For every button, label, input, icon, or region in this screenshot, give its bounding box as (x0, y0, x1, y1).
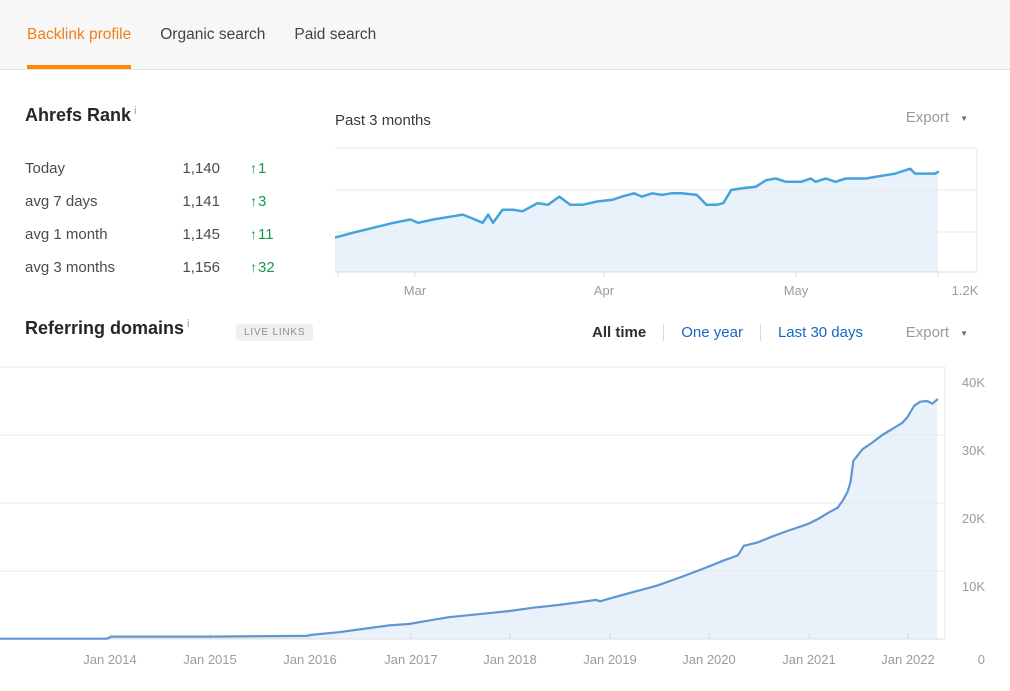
rank-delta-value: 32 (258, 259, 275, 276)
export-rank-button[interactable]: Export ▼ (906, 109, 968, 126)
filter-all-time[interactable]: All time (592, 324, 647, 341)
rank-row-label: avg 7 days (25, 193, 98, 210)
rank-chart-plot[interactable] (335, 145, 985, 280)
rank-row-label: Today (25, 160, 66, 177)
tab-bar: Backlink profile Organic search Paid sea… (0, 0, 1010, 70)
referring-domains-title-text: Referring domains (25, 318, 185, 338)
info-icon[interactable]: i (187, 318, 190, 330)
referring-domains-chart: 40K 30K 20K 10K Jan 2014 Jan 2015 Jan 20… (0, 365, 1010, 685)
live-links-badge: LIVE LINKS (236, 324, 314, 341)
ahrefs-rank-table: Today 1,140 ↑1 avg 7 days 1,141 ↑3 avg 1… (25, 152, 325, 284)
tab-organic-search[interactable]: Organic search (160, 25, 266, 43)
tab-backlink-profile[interactable]: Backlink profile (27, 0, 132, 69)
up-arrow-icon: ↑ (250, 259, 257, 275)
y-tick-label: 30K (961, 443, 985, 458)
ahrefs-rank-title-text: Ahrefs Rank (25, 105, 132, 125)
chevron-down-icon: ▼ (960, 114, 968, 123)
table-row: avg 1 month 1,145 ↑11 (25, 218, 325, 251)
up-arrow-icon: ↑ (250, 160, 257, 176)
x-tick-label: Apr (593, 283, 615, 298)
filter-divider (759, 324, 761, 341)
rank-delta-value: 1 (258, 160, 267, 177)
rank-row-label: avg 1 month (25, 226, 108, 243)
rank-row-label: avg 3 months (25, 259, 116, 276)
rank-delta-value: 3 (258, 193, 267, 210)
rank-chart-title: Past 3 months (335, 112, 431, 129)
rank-row-value: 1,145 (182, 226, 220, 243)
export-label: Export (905, 324, 950, 341)
y-axis-max-label: 1.2K (951, 283, 979, 298)
x-tick-label: Jan 2020 (682, 652, 736, 667)
filter-last-30-days[interactable]: Last 30 days (777, 324, 863, 341)
referring-domains-chart-plot[interactable] (0, 365, 1010, 643)
table-row: avg 7 days 1,141 ↑3 (25, 185, 325, 218)
table-row: Today 1,140 ↑1 (25, 152, 325, 185)
rank-row-delta: ↑32 (250, 259, 275, 276)
filter-divider (663, 324, 665, 341)
ahrefs-rank-chart: Mar Apr May 1.2K (335, 145, 985, 305)
chevron-down-icon: ▼ (960, 329, 968, 338)
y-tick-label: 20K (961, 511, 985, 526)
y-axis-zero-label: 0 (977, 652, 985, 667)
rank-row-delta: ↑1 (250, 160, 266, 177)
info-icon[interactable]: i (134, 105, 137, 117)
rank-row-value: 1,140 (182, 160, 220, 177)
ahrefs-rank-title: Ahrefs Rank i (25, 105, 136, 126)
rank-row-delta: ↑11 (250, 226, 274, 243)
x-tick-label: Jan 2018 (483, 652, 537, 667)
rank-row-value: 1,156 (182, 259, 220, 276)
up-arrow-icon: ↑ (250, 193, 257, 209)
x-tick-label: Jan 2022 (881, 652, 935, 667)
x-tick-label: May (783, 283, 809, 298)
x-tick-label: Mar (403, 283, 427, 298)
x-tick-label: Jan 2015 (183, 652, 237, 667)
x-tick-label: Jan 2021 (782, 652, 836, 667)
y-tick-label: 10K (961, 579, 985, 594)
x-tick-label: Jan 2014 (83, 652, 137, 667)
x-tick-label: Jan 2019 (583, 652, 637, 667)
export-label: Export (905, 109, 950, 126)
y-tick-label: 40K (961, 375, 985, 390)
filter-one-year[interactable]: One year (681, 324, 743, 341)
x-tick-label: Jan 2017 (384, 652, 438, 667)
tab-paid-search[interactable]: Paid search (294, 25, 377, 43)
x-tick-label: Jan 2016 (283, 652, 337, 667)
rank-row-value: 1,141 (182, 193, 220, 210)
referring-domains-title: Referring domains i (25, 318, 189, 339)
rank-delta-value: 11 (258, 226, 274, 243)
export-domains-button[interactable]: Export ▼ (906, 324, 968, 341)
time-range-filters: All time One year Last 30 days (592, 324, 863, 341)
table-row: avg 3 months 1,156 ↑32 (25, 251, 325, 284)
up-arrow-icon: ↑ (250, 226, 257, 242)
rank-row-delta: ↑3 (250, 193, 266, 210)
